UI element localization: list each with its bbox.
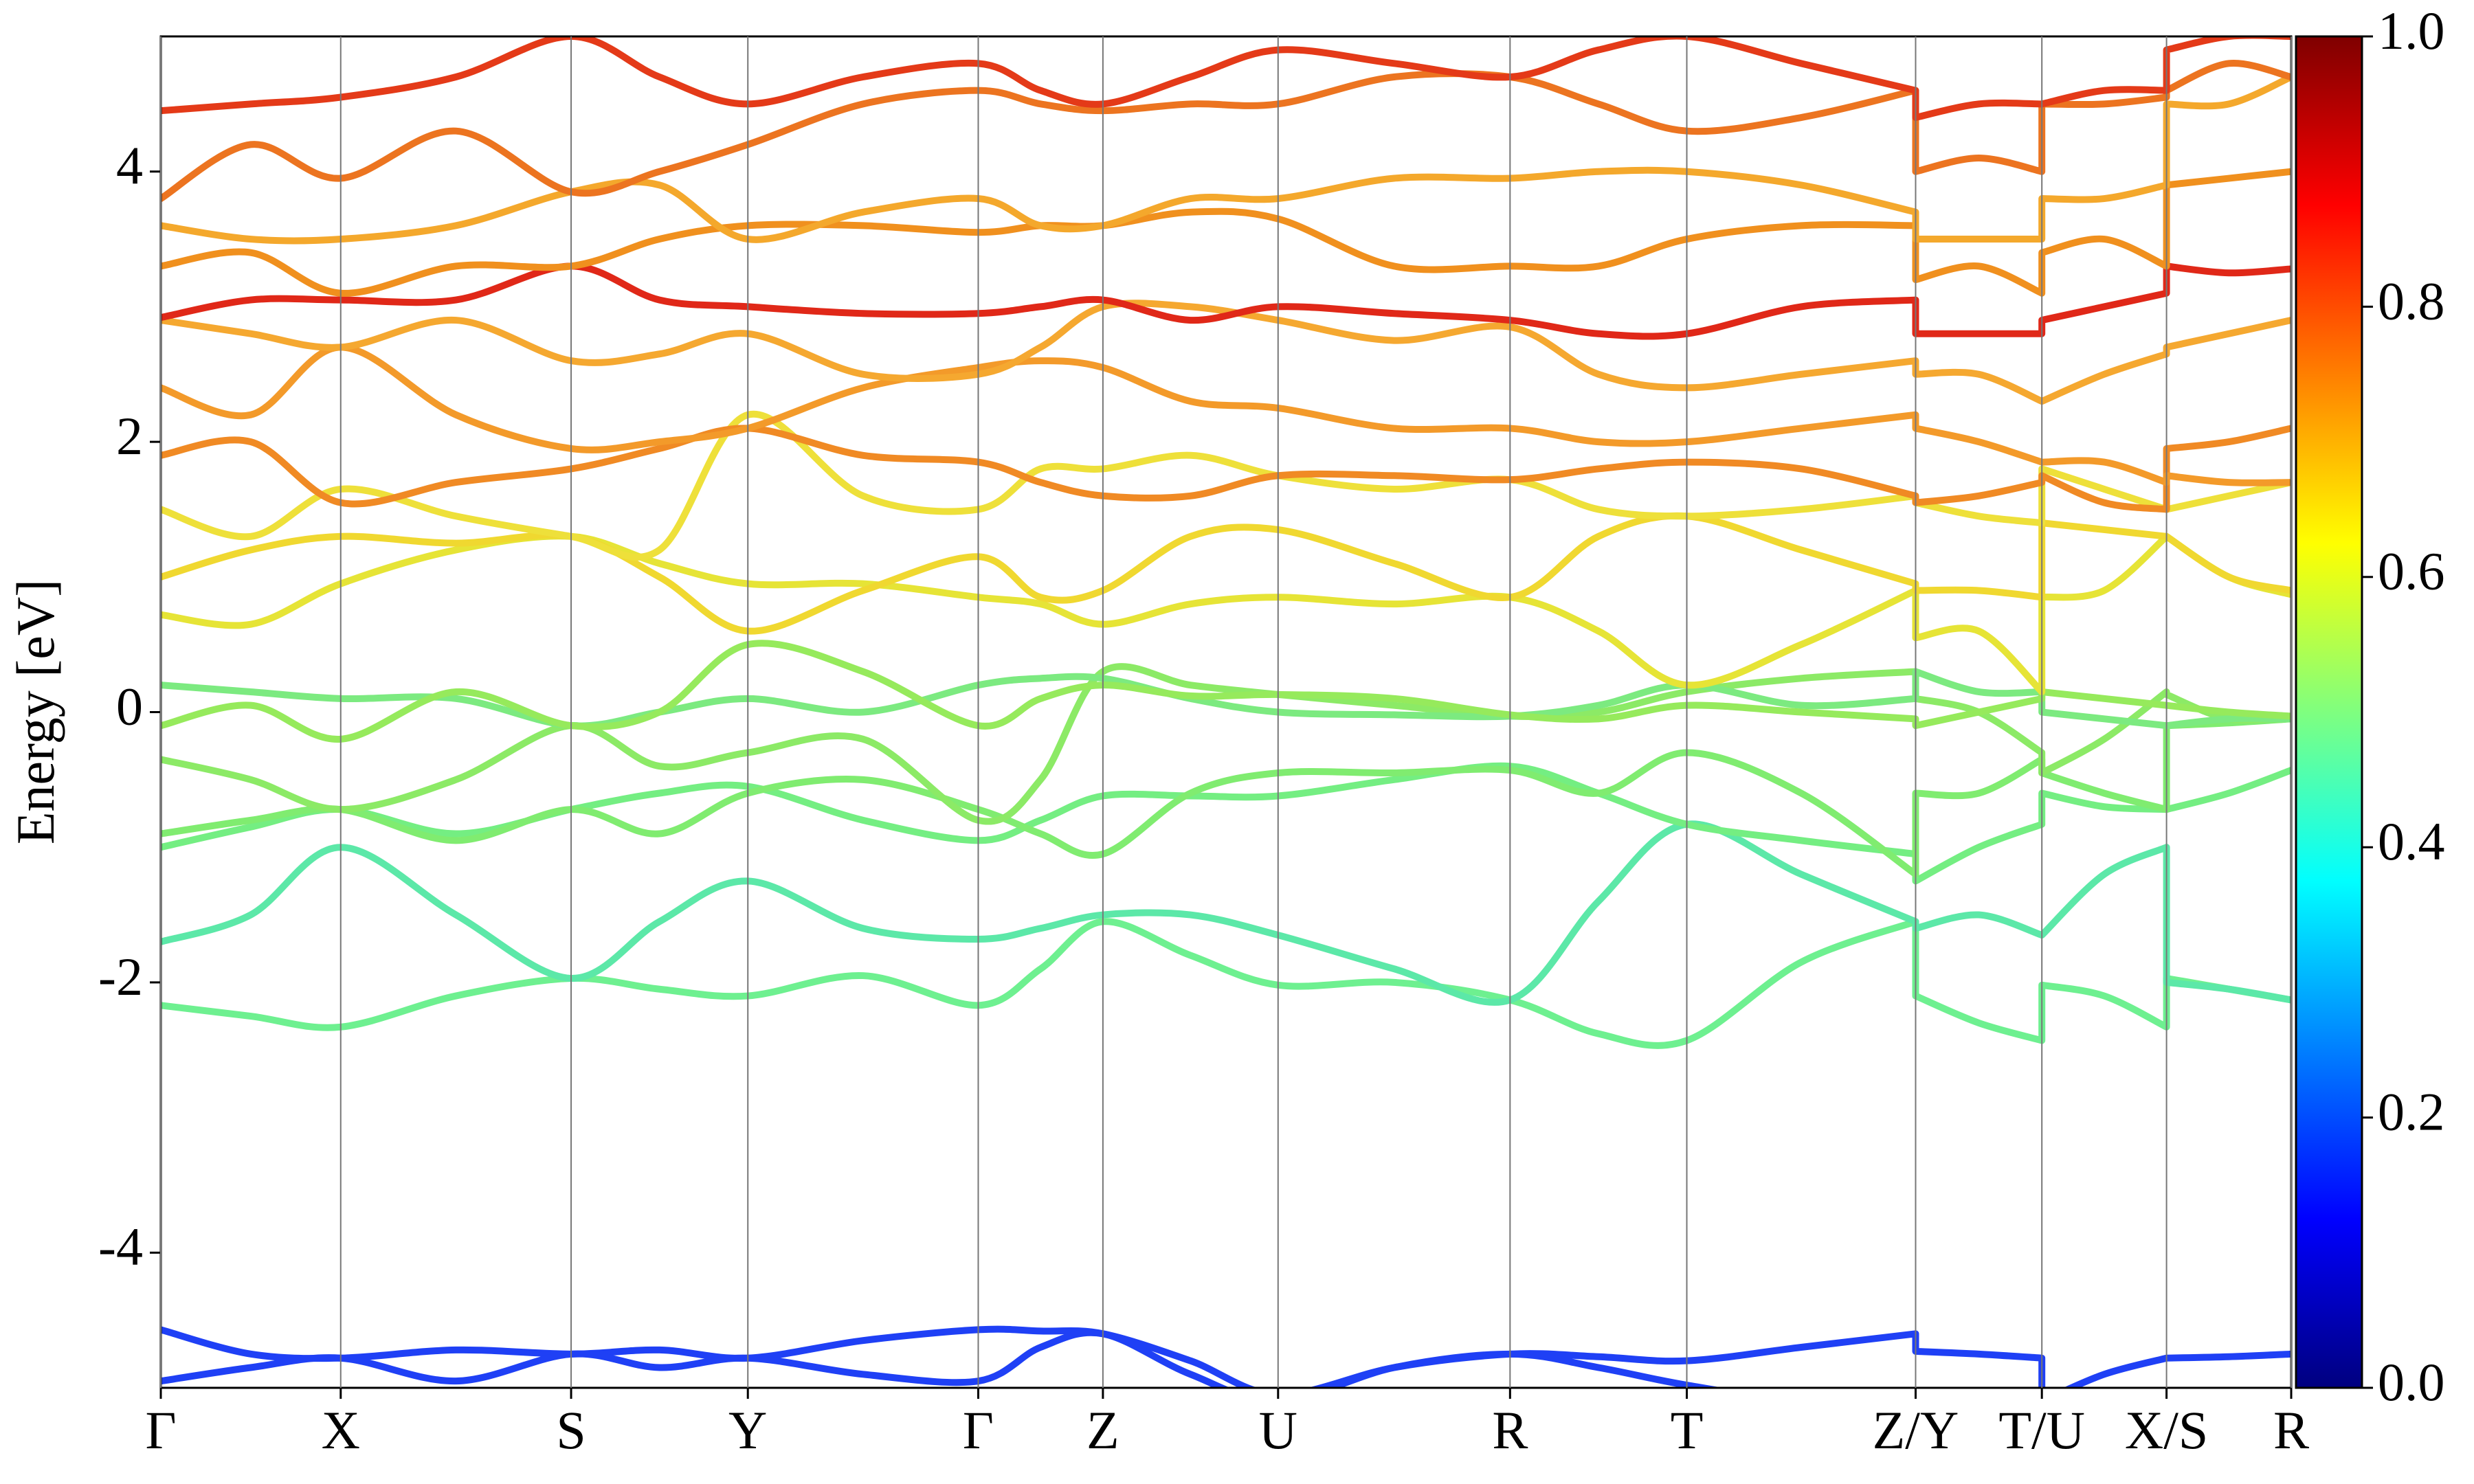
x-tick-label: Z/Y — [1873, 1400, 1959, 1460]
y-tick-label: 4 — [116, 136, 143, 196]
band — [161, 60, 2291, 203]
y-tick-label: -2 — [98, 947, 143, 1007]
y-tick-label: -4 — [98, 1217, 143, 1277]
band — [161, 344, 2291, 486]
colorbar-tick-label: 1.0 — [2378, 1, 2445, 60]
band — [161, 168, 2291, 297]
x-tick-label: X/S — [2125, 1400, 2208, 1460]
band — [161, 532, 2291, 695]
band — [161, 425, 2291, 513]
x-tick-label: U — [1259, 1400, 1297, 1460]
x-tick-label: T/U — [1998, 1400, 2085, 1460]
x-tick-label: T — [1671, 1400, 1704, 1460]
band — [161, 74, 2291, 245]
colorbar-tick-label: 0.4 — [2378, 811, 2445, 871]
band — [161, 36, 2291, 122]
band — [161, 820, 2291, 1006]
x-tick-label: R — [2273, 1400, 2309, 1460]
colorbar — [2295, 35, 2363, 1389]
x-tick-label: Y — [728, 1400, 767, 1460]
band — [161, 1325, 2291, 1388]
band — [161, 1329, 1724, 1388]
band — [161, 300, 2291, 405]
x-tick-label: Γ — [145, 1400, 176, 1460]
band — [161, 512, 2291, 635]
y-tick-label: 0 — [116, 676, 143, 736]
band — [161, 715, 2291, 878]
band — [161, 410, 2291, 561]
x-tick-label: Z — [1086, 1400, 1119, 1460]
colorbar-tick-label: 0.2 — [2378, 1082, 2445, 1142]
band — [161, 918, 2291, 1049]
colorbar-tick-label: 0.0 — [2378, 1352, 2445, 1412]
x-tick-label: Γ — [963, 1400, 994, 1460]
y-tick-label: 2 — [116, 406, 143, 466]
y-axis-label: Energy [eV] — [5, 579, 65, 844]
x-tick-label: S — [556, 1400, 586, 1460]
x-tick-label: R — [1492, 1400, 1528, 1460]
colorbar-tick-label: 0.8 — [2378, 271, 2445, 330]
x-tick-label: X — [322, 1400, 360, 1460]
colorbar-tick-label: 0.6 — [2378, 541, 2445, 601]
plot-area — [161, 36, 2291, 1388]
band — [161, 640, 2291, 743]
